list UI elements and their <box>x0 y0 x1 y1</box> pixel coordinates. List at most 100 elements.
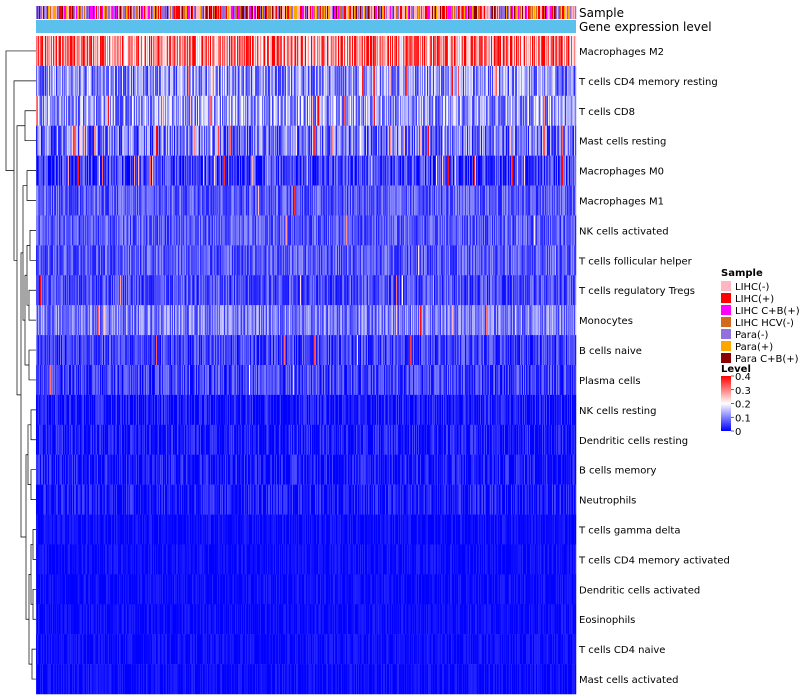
sample-track-cell <box>211 6 213 19</box>
sample-track-cell <box>408 6 410 19</box>
sample-track-cell <box>147 6 149 19</box>
heatmap-cell <box>214 95 216 126</box>
heatmap-cell <box>166 125 168 156</box>
sample-track-cell <box>267 6 269 19</box>
sample-track-cell <box>313 6 315 19</box>
heatmap-cell <box>554 95 556 126</box>
sample-track-cell <box>414 6 416 19</box>
heatmap-cell <box>373 65 375 97</box>
heatmap-cell <box>288 125 290 156</box>
heatmap-cell <box>41 125 43 156</box>
heatmap-cell <box>222 65 224 97</box>
sample-track-cell <box>341 6 343 19</box>
sample-track-cell <box>461 6 463 19</box>
sample-track-cell <box>261 6 263 19</box>
sample-track-cell <box>495 6 497 19</box>
heatmap-cell <box>448 65 450 97</box>
sample-track-cell <box>145 6 147 19</box>
sample-track-cell <box>274 6 276 19</box>
sample-track-cell <box>241 6 243 19</box>
heatmap-cell <box>572 65 574 97</box>
heatmap-cell <box>395 65 397 97</box>
heatmap-cell <box>325 95 327 126</box>
heatmap-cell <box>393 36 395 67</box>
heatmap-cell <box>369 36 371 67</box>
sample-track-cell <box>451 6 453 19</box>
heatmap-cell <box>51 95 53 126</box>
sample-track-cell <box>342 6 344 19</box>
sample-track-cell <box>449 6 451 19</box>
heatmap-cell <box>294 95 296 126</box>
heatmap-cell <box>575 125 577 156</box>
sample-track-cell <box>497 6 499 19</box>
heatmap-cell <box>81 125 83 156</box>
heatmap-cell <box>285 125 287 156</box>
heatmap-cell <box>476 95 478 126</box>
heatmap-cell <box>560 65 562 97</box>
heatmap-cell <box>127 125 129 156</box>
heatmap-cell <box>263 95 265 126</box>
heatmap-cell <box>197 125 199 156</box>
heatmap-cell <box>358 95 360 126</box>
heatmap-cell <box>183 125 185 156</box>
heatmap-cell <box>328 36 330 67</box>
heatmap-cell <box>273 125 275 156</box>
heatmap-cell <box>235 125 237 156</box>
heatmap-cell <box>106 95 108 126</box>
heatmap-cell <box>258 65 260 97</box>
heatmap-cell <box>147 95 149 126</box>
heatmap-cell <box>431 36 433 67</box>
heatmap-cell <box>239 36 241 67</box>
heatmap-cell <box>477 65 479 97</box>
heatmap-cell <box>216 65 218 97</box>
sample-track-cell <box>520 6 522 19</box>
sample-track-cell <box>83 6 85 19</box>
heatmap-cell <box>336 36 338 67</box>
heatmap-cell <box>85 95 87 126</box>
heatmap-cell <box>151 36 153 67</box>
sample-track-cell <box>361 6 363 19</box>
heatmap-cell <box>102 95 104 126</box>
heatmap-cell <box>290 36 292 67</box>
heatmap-cell <box>529 65 531 97</box>
heatmap-cell <box>67 36 69 67</box>
sample-track-cell <box>429 6 431 19</box>
heatmap-cell <box>353 36 355 67</box>
heatmap-cell <box>255 36 257 67</box>
heatmap-cell <box>121 65 123 97</box>
heatmap-cell <box>46 65 48 97</box>
heatmap-cell <box>496 65 498 97</box>
heatmap-cell <box>101 65 103 97</box>
heatmap-cell <box>101 95 103 126</box>
heatmap-cell <box>244 125 246 156</box>
sample-track-cell <box>404 6 406 19</box>
sample-track-cell <box>302 6 304 19</box>
sample-track-cell <box>264 6 266 19</box>
heatmap-cell <box>312 36 314 67</box>
heatmap-cell <box>324 36 326 67</box>
sample-track-cell <box>510 6 512 19</box>
heatmap-cell <box>470 95 472 126</box>
sample-track-cell <box>270 6 272 19</box>
heatmap-cell <box>566 65 568 97</box>
heatmap-cell <box>403 65 405 97</box>
heatmap-row <box>36 245 577 276</box>
sample-track-cell <box>134 6 136 19</box>
heatmap-cell <box>229 65 231 97</box>
sample-track-cell <box>310 6 312 19</box>
heatmap-cell <box>282 65 284 97</box>
heatmap-cell <box>216 36 218 67</box>
heatmap-cell <box>117 36 119 67</box>
sample-track-cell <box>190 6 192 19</box>
heatmap-cell <box>420 65 422 97</box>
heatmap-cell <box>64 125 66 156</box>
heatmap-cell <box>259 65 261 97</box>
heatmap-cell <box>486 36 488 67</box>
heatmap-cell <box>484 36 486 67</box>
heatmap-cell <box>68 65 70 97</box>
heatmap-cell <box>145 95 147 126</box>
heatmap-cell <box>233 95 235 126</box>
heatmap-cell <box>122 95 124 126</box>
sample-track-cell <box>286 6 288 19</box>
sample-track-cell <box>518 6 520 19</box>
